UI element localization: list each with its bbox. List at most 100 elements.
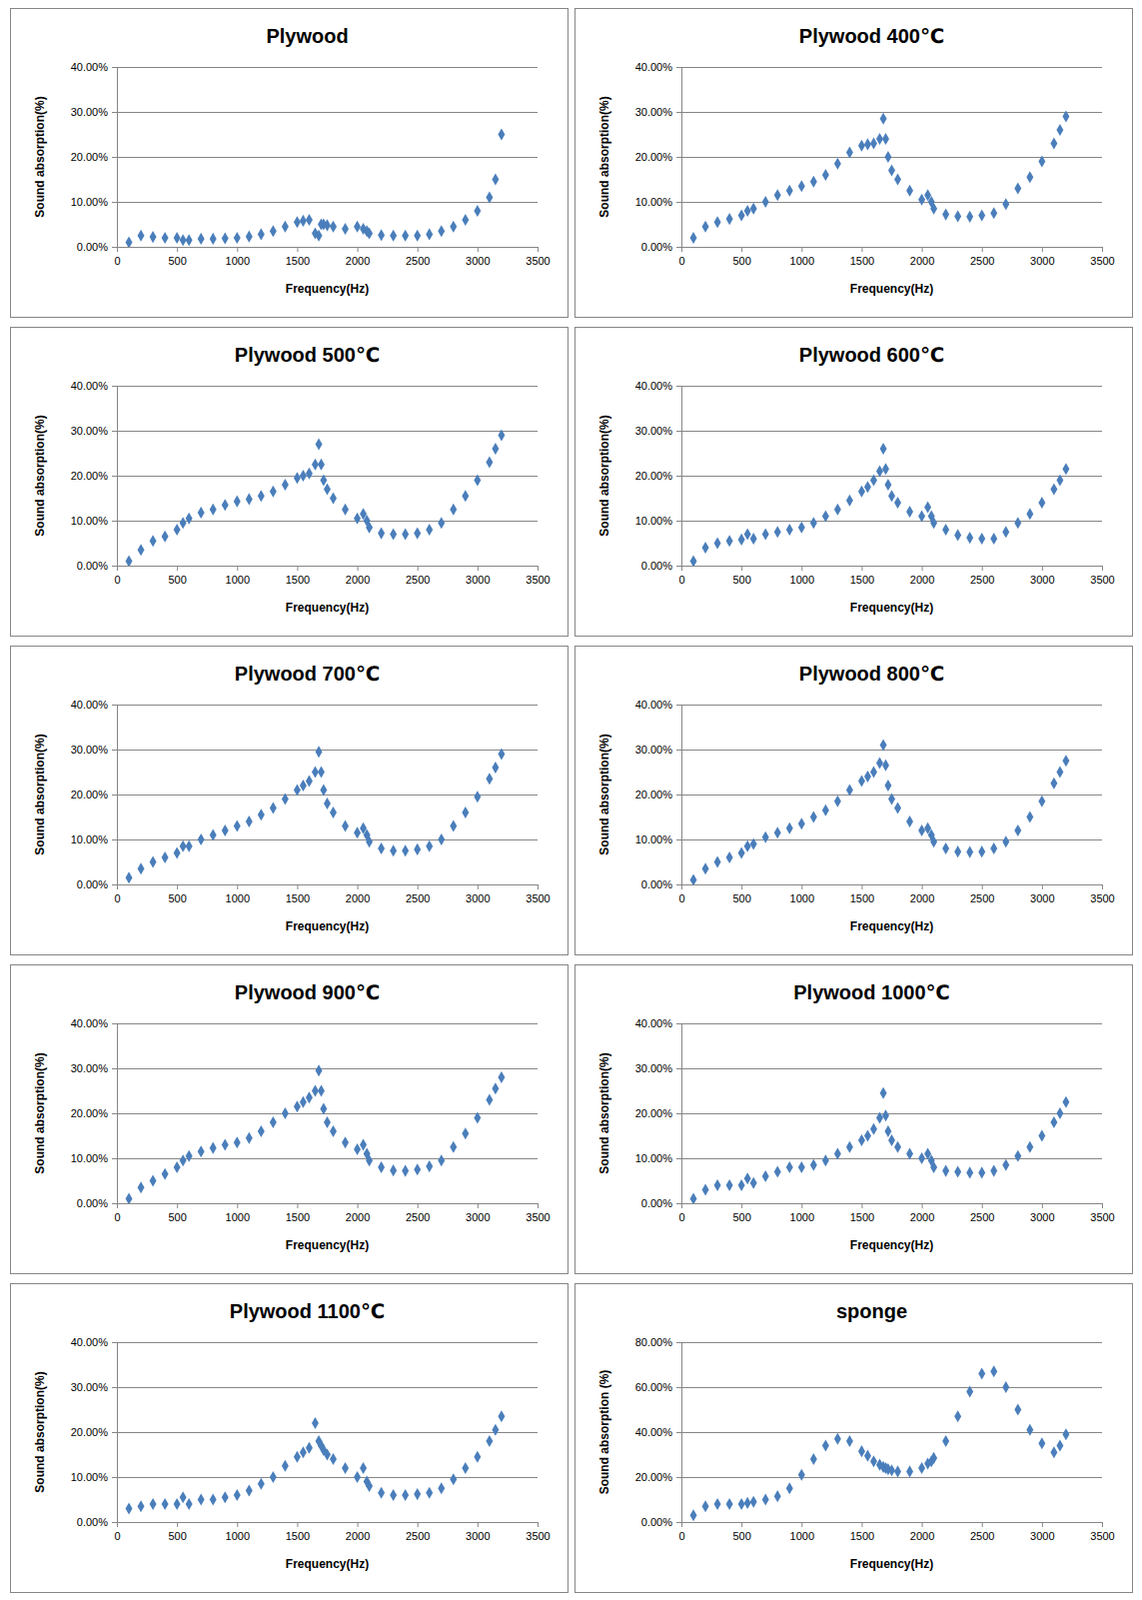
data-point — [137, 1180, 145, 1193]
data-point — [305, 467, 313, 480]
x-axis-title: Frequency(Hz) — [285, 1556, 369, 1571]
tick-mark — [681, 884, 683, 890]
tick-mark — [116, 565, 118, 571]
tick: 3500 — [525, 1521, 550, 1542]
tick-mark — [922, 1202, 924, 1208]
tick-label: 30.00% — [70, 743, 109, 756]
data-point — [966, 531, 974, 544]
tick: 10.00% — [635, 833, 682, 846]
data-point — [125, 1191, 133, 1203]
data-point — [173, 1497, 181, 1510]
data-point — [884, 478, 892, 491]
tick-mark — [111, 1341, 117, 1343]
data-point — [389, 844, 397, 857]
data-point — [377, 1160, 385, 1173]
panel-frame — [10, 327, 569, 637]
chart-title: Plywood — [265, 24, 348, 47]
data-point — [173, 1160, 181, 1173]
tick-label: 0.00% — [641, 1196, 673, 1209]
tick-label: 0 — [113, 573, 120, 586]
data-point — [485, 772, 493, 785]
data-point — [491, 442, 499, 455]
chart-title: Plywood 900℃ — [234, 981, 380, 1004]
tick: 30.00% — [635, 1062, 682, 1075]
data-point — [461, 1461, 469, 1474]
data-point — [425, 523, 433, 536]
data-point — [437, 516, 445, 529]
data-point — [245, 230, 253, 243]
data-point — [990, 532, 998, 545]
tick-label: 10.00% — [70, 514, 109, 527]
chart-title: Plywood 700℃ — [234, 662, 380, 685]
tick-mark — [922, 565, 924, 571]
data-point — [413, 527, 421, 540]
data-point — [329, 1452, 337, 1465]
data-point — [894, 496, 902, 509]
data-point — [1062, 462, 1070, 475]
tick-mark — [676, 520, 682, 522]
data-point — [377, 842, 385, 855]
data-point — [966, 210, 974, 223]
tick-label: 0 — [678, 1210, 685, 1223]
data-point — [762, 195, 770, 208]
data-point — [425, 1486, 433, 1499]
y-axis-title: Sound absorption(%) — [32, 733, 47, 855]
tick: 3500 — [1090, 884, 1115, 905]
tick-label: 0.00% — [76, 878, 108, 891]
tick: 2500 — [970, 1521, 995, 1542]
data-point — [473, 473, 481, 486]
data-point — [281, 1107, 289, 1120]
tick-label: 2500 — [405, 1529, 430, 1542]
tick: 3000 — [1030, 1202, 1055, 1223]
data-point — [810, 175, 818, 188]
data-point — [744, 204, 752, 217]
data-point — [317, 458, 325, 471]
data-point — [884, 1125, 892, 1138]
tick: 2500 — [405, 884, 430, 905]
tick: 80.00% — [635, 1335, 682, 1348]
tick-label: 20.00% — [635, 469, 674, 482]
tick: 40.00% — [635, 698, 682, 711]
data-point — [884, 150, 892, 163]
tick-label: 20.00% — [635, 1107, 674, 1120]
data-point — [888, 792, 896, 805]
tick-mark — [982, 1202, 984, 1208]
tick: 0 — [113, 1521, 120, 1542]
data-point — [714, 215, 722, 228]
data-point — [281, 1459, 289, 1472]
tick-label: 3000 — [465, 254, 490, 267]
tick-label: 2500 — [970, 1210, 995, 1223]
tick: 0 — [678, 884, 685, 905]
data-point — [774, 1164, 782, 1177]
tick-mark — [236, 1202, 238, 1208]
tick: 1500 — [285, 1202, 310, 1223]
data-point — [311, 1416, 319, 1429]
tick: 10.00% — [635, 1151, 682, 1164]
data-point — [930, 1160, 938, 1173]
data-point — [810, 810, 818, 823]
x-axis-title: Frequency(Hz) — [850, 1237, 934, 1252]
grid-line — [681, 1068, 1103, 1070]
tick-mark — [111, 884, 117, 886]
tick-label: 1000 — [225, 892, 250, 905]
data-point — [125, 554, 133, 566]
tick-label: 0.00% — [641, 878, 673, 891]
tick-label: 40.00% — [635, 60, 674, 73]
tick-label: 40.00% — [70, 698, 109, 711]
tick-mark — [982, 565, 984, 571]
tick-mark — [676, 1068, 682, 1070]
tick-label: 3500 — [1090, 892, 1115, 905]
tick-mark — [111, 1068, 117, 1070]
tick-label: 20.00% — [70, 1107, 109, 1120]
data-point — [401, 1488, 409, 1501]
data-point — [954, 845, 962, 858]
data-point — [233, 819, 241, 832]
tick: 1500 — [850, 1521, 875, 1542]
tick-label: 30.00% — [635, 105, 674, 118]
tick: 0 — [113, 246, 120, 267]
x-axis: 0500100015002000250030003500 — [113, 1521, 550, 1542]
plot-area: 0.00%10.00%20.00%30.00%40.00%05001000150… — [635, 60, 1116, 267]
tick-mark — [861, 565, 863, 571]
tick-mark — [861, 1202, 863, 1208]
tick-label: 2000 — [345, 1210, 370, 1223]
